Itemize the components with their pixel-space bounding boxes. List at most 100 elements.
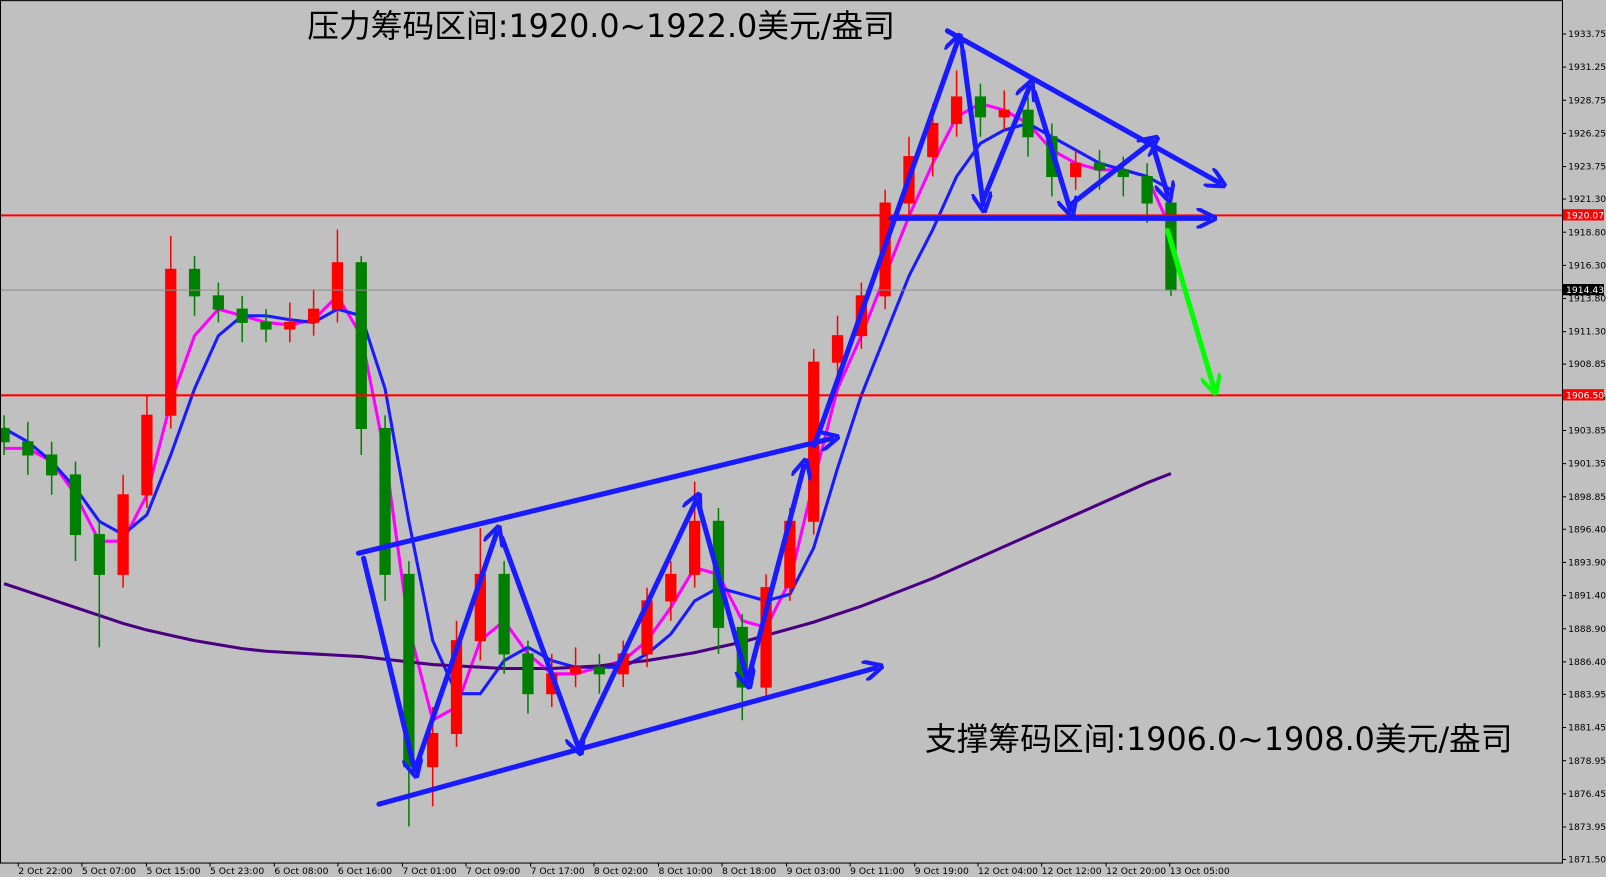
plot-border [0, 0, 1563, 864]
y-tick-label: 1908.85 [1568, 359, 1606, 370]
resistance-annotation: 压力筹码区间:1920.0~1922.0美元/盎司 [307, 9, 895, 45]
x-tick-label: 8 Oct 18:00 [722, 866, 776, 877]
candle-body [93, 534, 105, 575]
y-tick-label: 1883.95 [1568, 689, 1606, 700]
y-tick-label: 1916.30 [1568, 260, 1606, 271]
candle-body [0, 427, 10, 443]
candle-body [1070, 162, 1082, 178]
x-tick-label: 8 Oct 10:00 [658, 866, 712, 877]
x-tick-label: 5 Oct 15:00 [146, 866, 200, 877]
candle-body [522, 653, 534, 695]
arrow [499, 535, 579, 748]
candle-body [260, 321, 272, 330]
candle-body [927, 122, 939, 158]
candle-body [998, 109, 1010, 118]
candle-body [1117, 169, 1129, 178]
y-tick-label: 1928.75 [1568, 95, 1606, 106]
arrow [960, 48, 983, 205]
x-tick-label: 7 Oct 09:00 [466, 866, 520, 877]
x-tick-label: 2 Oct 22:00 [18, 866, 72, 877]
y-tick-label: 1921.30 [1568, 194, 1606, 205]
y-tick-label: 1926.25 [1568, 128, 1606, 139]
arrow [811, 41, 957, 449]
candle-body [379, 427, 391, 575]
candle-body [450, 640, 463, 735]
candle-body [665, 573, 677, 602]
arrow [1067, 141, 1152, 208]
arrow [695, 501, 748, 681]
y-tick-label: 1918.80 [1568, 227, 1606, 238]
arrow [576, 500, 697, 751]
x-tick-label: 12 Oct 20:00 [1106, 866, 1166, 877]
candle-body [974, 96, 987, 118]
y-tick-label: 1931.25 [1568, 62, 1606, 73]
y-tick-label: 1878.95 [1568, 756, 1606, 767]
y-tick-label: 1903.85 [1568, 426, 1606, 437]
candle-body [22, 441, 34, 456]
candle-body [331, 262, 344, 310]
candle-body [1093, 162, 1106, 171]
candle-body [355, 262, 367, 429]
x-tick-label: 12 Oct 04:00 [978, 866, 1038, 877]
y-tick-label: 1923.75 [1568, 162, 1606, 173]
x-tick-label: 13 Oct 05:00 [1170, 866, 1230, 877]
candle-body [1022, 109, 1034, 138]
y-tick-label: 1933.75 [1568, 29, 1606, 40]
support-annotation: 支撑筹码区间:1906.0~1908.0美元/盎司 [925, 722, 1513, 758]
arrow [412, 533, 497, 773]
y-tick-label: 1876.45 [1568, 789, 1606, 800]
x-tick-label: 8 Oct 02:00 [594, 866, 648, 877]
y-tick-label: 1891.40 [1568, 591, 1606, 602]
x-tick-label: 9 Oct 11:00 [850, 866, 904, 877]
plot-area [0, 70, 1562, 827]
x-tick-label: 9 Oct 03:00 [787, 866, 841, 877]
y-tick-label: 1901.35 [1568, 459, 1606, 470]
candle-body [1141, 175, 1153, 204]
candle-body [236, 308, 248, 323]
price-level-label: 1906.50 [1566, 390, 1604, 401]
candle-body [69, 474, 82, 536]
arrow [745, 466, 804, 684]
arrow [980, 87, 1029, 203]
x-tick-label: 12 Oct 12:00 [1042, 866, 1102, 877]
candle-body [165, 268, 177, 416]
arrow [1031, 89, 1070, 210]
arrow [1165, 228, 1214, 388]
price-level-label: 1920.07 [1566, 210, 1604, 221]
annotation-arrows [355, 28, 1218, 807]
candle-body [141, 414, 153, 496]
y-tick-label: 1886.40 [1568, 657, 1606, 668]
candle-body [46, 454, 58, 476]
y-tick-label: 1898.85 [1568, 492, 1606, 503]
candle-body [117, 494, 129, 575]
y-tick-label: 1881.45 [1568, 723, 1606, 734]
candle-body [284, 321, 296, 330]
x-tick-label: 5 Oct 07:00 [82, 866, 136, 877]
arrow [1149, 140, 1167, 195]
arrow [376, 668, 876, 807]
candle-body [950, 96, 963, 124]
price-level-tag [1562, 284, 1604, 296]
y-tick-label: 1888.90 [1568, 624, 1606, 635]
y-tick-label: 1896.40 [1568, 524, 1606, 535]
x-tick-label: 9 Oct 19:00 [915, 866, 969, 877]
price-level-tag [1562, 209, 1604, 221]
candle-body [498, 573, 510, 655]
arrow [361, 555, 415, 770]
candle-body [569, 666, 582, 675]
price-level-tag [1562, 389, 1604, 401]
x-tick-label: 6 Oct 08:00 [274, 866, 328, 877]
y-tick-label: 1893.90 [1568, 557, 1606, 568]
x-tick-label: 7 Oct 17:00 [531, 866, 585, 877]
moving-average [3, 472, 1172, 671]
candle-body [212, 295, 225, 310]
x-tick-label: 5 Oct 23:00 [210, 866, 264, 877]
candle-body [188, 268, 201, 297]
candle-body [427, 732, 439, 768]
y-tick-label: 1913.80 [1568, 294, 1606, 305]
candle-body [689, 520, 701, 575]
y-tick-label: 1911.30 [1568, 327, 1606, 338]
x-tick-label: 6 Oct 16:00 [338, 866, 392, 877]
